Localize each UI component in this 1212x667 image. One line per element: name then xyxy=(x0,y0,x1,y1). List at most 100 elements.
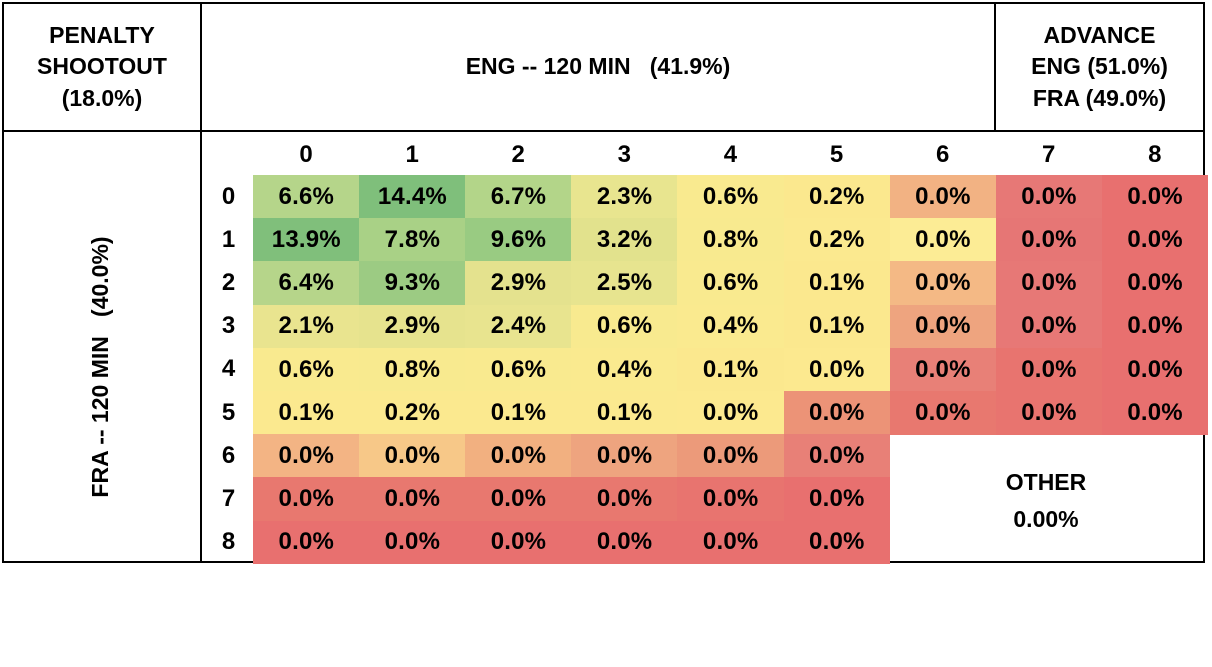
grid-cell: 0.0% xyxy=(359,434,466,478)
grid-cell: 0.0% xyxy=(677,477,784,522)
fra-label: FRA -- 120 MIN (40.0%) xyxy=(86,236,113,498)
penalty-line3: (18.0%) xyxy=(61,84,143,111)
column-header: 1 xyxy=(405,141,419,168)
grid-cell: 0.0% xyxy=(995,347,1103,392)
grid-cell: 0.6% xyxy=(253,347,360,392)
penalty-shootout-header: PENALTY SHOOTOUT (18.0%) xyxy=(4,4,200,130)
grid-cell: 0.6% xyxy=(677,261,784,306)
row-header: 7 xyxy=(221,484,236,512)
grid-cell: 6.4% xyxy=(253,261,360,306)
grid-cell: 0.1% xyxy=(253,391,360,435)
grid-cell: 0.0% xyxy=(677,520,784,565)
grid-cell: 0.4% xyxy=(571,347,678,392)
fra-label-wrap: FRA -- 120 MIN (40.0%) xyxy=(80,236,120,497)
column-header: 6 xyxy=(935,141,950,168)
column-header: 4 xyxy=(723,141,738,168)
grid-cell: 0.1% xyxy=(677,347,784,392)
advance-line1: ADVANCE xyxy=(1043,22,1156,49)
grid-cell: 0.0% xyxy=(783,391,891,435)
column-header: 8 xyxy=(1148,141,1162,168)
grid-cell: 0.0% xyxy=(571,434,678,478)
column-header: 5 xyxy=(829,141,844,168)
divider-penalty xyxy=(200,2,202,563)
grid-cell: 0.0% xyxy=(465,434,572,478)
grid-cell: 0.8% xyxy=(677,218,784,262)
row-header: 0 xyxy=(221,182,236,210)
grid-cell: 14.4% xyxy=(359,175,466,219)
grid-cell: 0.0% xyxy=(1101,391,1209,435)
grid-cell: 0.0% xyxy=(677,434,784,478)
eng-header-text: ENG -- 120 MIN (41.9%) xyxy=(465,53,731,80)
grid-cell: 0.0% xyxy=(995,218,1103,262)
grid-cell: 2.3% xyxy=(571,175,678,219)
grid-cell: 0.0% xyxy=(1101,218,1209,262)
penalty-line2: SHOOTOUT xyxy=(37,53,167,80)
grid-cell: 0.0% xyxy=(253,520,360,565)
grid-cell: 0.0% xyxy=(783,434,891,478)
row-header: 6 xyxy=(221,441,236,469)
advance-line3: FRA (49.0%) xyxy=(1032,84,1167,111)
grid-cell: 0.0% xyxy=(465,520,572,565)
grid-cell: 0.0% xyxy=(465,477,572,522)
other-value: 0.00% xyxy=(1013,506,1079,532)
grid-cell: 0.0% xyxy=(889,347,997,392)
grid-cell: 0.1% xyxy=(783,304,891,349)
grid-cell: 0.0% xyxy=(1101,304,1209,349)
grid-cell: 6.7% xyxy=(465,175,572,219)
column-header: 7 xyxy=(1042,141,1056,168)
grid-cell: 0.0% xyxy=(571,477,678,522)
grid-cell: 0.6% xyxy=(571,304,678,349)
grid-cell: 0.2% xyxy=(783,218,891,262)
row-header: 3 xyxy=(221,312,236,340)
grid-cell: 0.0% xyxy=(889,261,997,306)
grid-cell: 2.9% xyxy=(359,304,466,349)
grid-cell: 2.5% xyxy=(571,261,678,306)
grid-cell: 0.0% xyxy=(889,304,997,349)
other-box: OTHER 0.00% xyxy=(890,440,1202,562)
grid-cell: 0.0% xyxy=(995,175,1103,219)
grid-cell: 0.0% xyxy=(889,218,997,262)
grid-cell: 0.0% xyxy=(677,391,784,435)
row-header: 2 xyxy=(221,268,236,296)
penalty-line1: PENALTY xyxy=(49,22,155,49)
grid-cell: 0.0% xyxy=(889,391,997,435)
grid-cell: 0.6% xyxy=(465,347,572,392)
row-header: 4 xyxy=(221,355,236,383)
row-header: 8 xyxy=(221,528,236,556)
grid-cell: 2.4% xyxy=(465,304,572,349)
grid-cell: 0.0% xyxy=(995,261,1103,306)
grid-cell: 0.0% xyxy=(1101,175,1209,219)
grid-cell: 3.2% xyxy=(571,218,678,262)
row-header: 5 xyxy=(221,398,236,426)
row-header: 1 xyxy=(221,225,236,253)
advance-line2: ENG (51.0%) xyxy=(1031,53,1168,80)
grid-cell: 9.6% xyxy=(465,218,572,262)
grid-cell: 0.2% xyxy=(783,175,891,219)
divider-header xyxy=(2,130,1205,132)
grid-cell: 0.0% xyxy=(359,520,466,565)
grid-cell: 0.0% xyxy=(571,520,678,565)
grid-cell: 0.1% xyxy=(465,391,572,435)
grid-cell: 0.6% xyxy=(677,175,784,219)
grid-cell: 0.8% xyxy=(359,347,466,392)
eng-header: ENG -- 120 MIN (41.9%) xyxy=(202,4,994,130)
grid-cell: 2.9% xyxy=(465,261,572,306)
column-header: 2 xyxy=(511,141,525,168)
grid-cell: 0.0% xyxy=(889,175,997,219)
grid-cell: 0.0% xyxy=(783,347,891,392)
advance-header: ADVANCE ENG (51.0%) FRA (49.0%) xyxy=(996,4,1203,130)
grid-cell: 0.0% xyxy=(995,391,1103,435)
grid-cell: 0.0% xyxy=(995,304,1103,349)
grid-cell: 0.0% xyxy=(1101,261,1209,306)
other-label: OTHER xyxy=(1005,469,1087,496)
grid-cell: 0.1% xyxy=(571,391,678,435)
grid-cell: 0.1% xyxy=(783,261,891,306)
grid-cell: 0.0% xyxy=(253,434,360,478)
grid-cell: 2.1% xyxy=(253,304,360,349)
divider-advance xyxy=(994,2,996,132)
column-header: 3 xyxy=(617,141,632,168)
grid-cell: 0.4% xyxy=(677,304,784,349)
grid-cell: 0.0% xyxy=(1101,347,1209,392)
grid-cell: 0.2% xyxy=(359,391,466,435)
grid-cell: 6.6% xyxy=(253,175,360,219)
